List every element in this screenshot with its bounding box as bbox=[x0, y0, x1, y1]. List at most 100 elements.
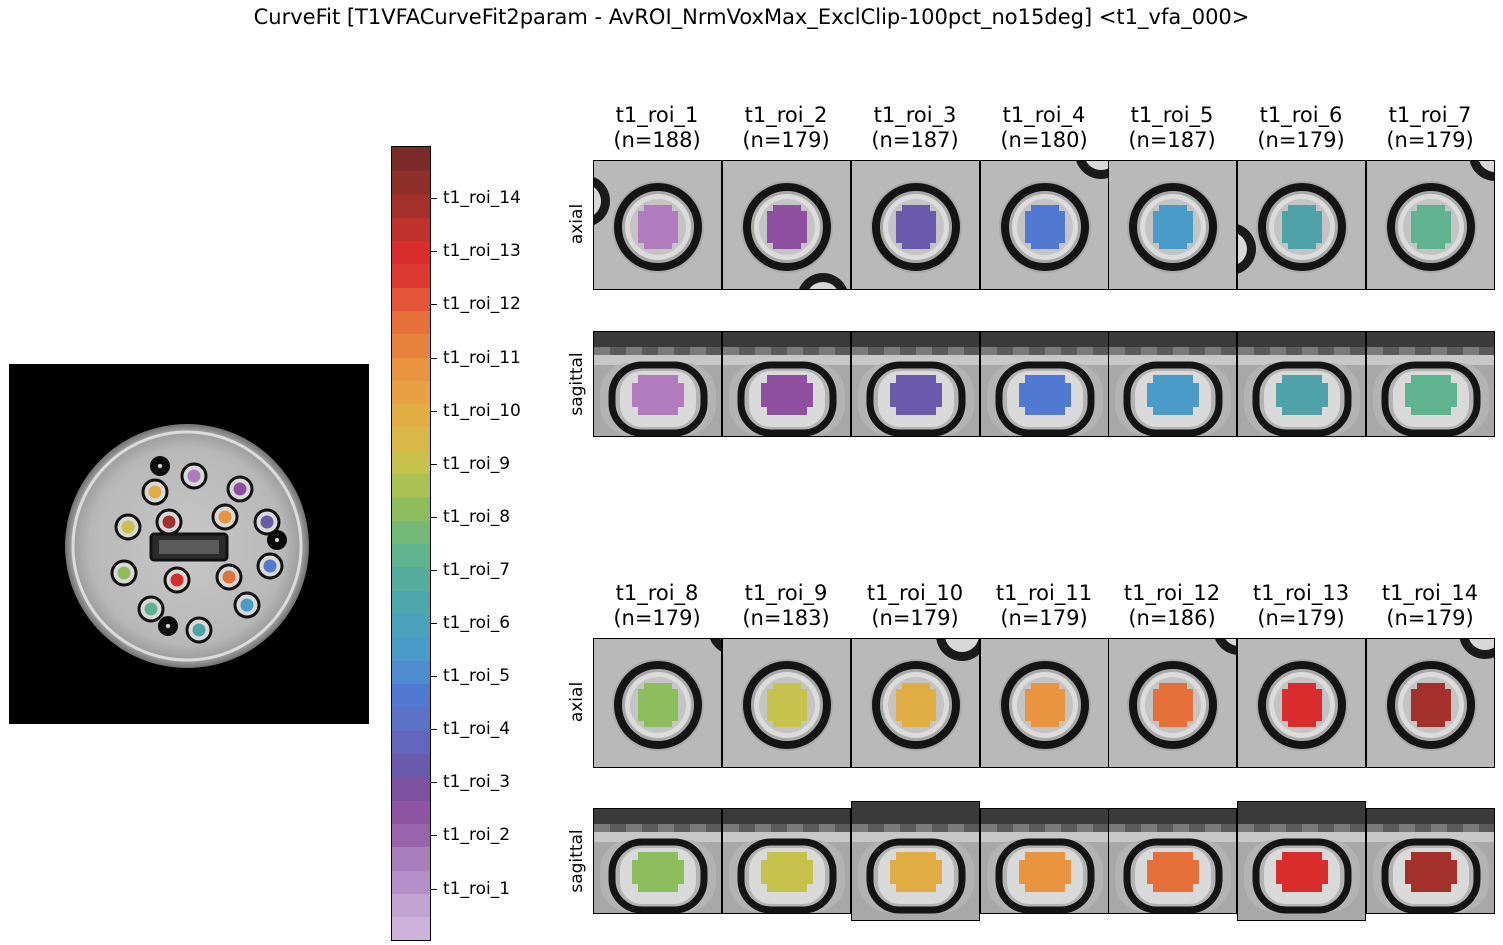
roi-column-title: t1_roi_11 (n=179) bbox=[980, 581, 1108, 631]
roi-mask bbox=[638, 683, 678, 727]
colorbar-segment bbox=[392, 310, 430, 335]
roi-mask bbox=[632, 852, 684, 892]
colorbar-tick-label: t1_roi_10 bbox=[443, 400, 521, 421]
roi-voxel-count: (n=183) bbox=[742, 606, 830, 630]
roi-name: t1_roi_13 bbox=[1252, 581, 1350, 605]
axial-thumbnail bbox=[980, 160, 1109, 290]
sagittal-thumbnail bbox=[1108, 331, 1237, 437]
row-label-sagittal: sagittal bbox=[567, 320, 587, 448]
neighbour-vial bbox=[594, 177, 610, 225]
phantom-roi-fill bbox=[192, 623, 206, 637]
axial-thumbnail bbox=[593, 638, 722, 768]
phantom-roi-fill bbox=[260, 515, 274, 529]
axial-thumbnail bbox=[851, 160, 980, 290]
axial-thumbnail bbox=[1366, 638, 1495, 768]
sagittal-cap bbox=[594, 832, 721, 842]
sagittal-cap bbox=[723, 832, 850, 842]
roi-mask bbox=[761, 852, 813, 892]
roi-mask bbox=[761, 375, 813, 415]
phantom-fiducial-center bbox=[158, 464, 162, 468]
neighbour-vial-core bbox=[594, 187, 601, 215]
colorbar-segment bbox=[392, 147, 430, 171]
colorbar-segment bbox=[392, 916, 430, 940]
roi-mask bbox=[1276, 852, 1328, 892]
sagittal-cap bbox=[1367, 832, 1494, 842]
roi-name: t1_roi_8 bbox=[615, 581, 699, 605]
colorbar-tick bbox=[431, 198, 437, 200]
phantom-center-slot-inner bbox=[159, 540, 219, 554]
colorbar-tick-label: t1_roi_9 bbox=[443, 453, 511, 474]
roi-voxel-count: (n=179) bbox=[871, 606, 959, 630]
neighbour-vial-core bbox=[720, 639, 721, 640]
sagittal-vial-wall bbox=[608, 838, 708, 913]
roi-name: t1_roi_14 bbox=[1381, 581, 1479, 605]
colorbar-tick bbox=[431, 888, 437, 890]
sagittal-thumbnail bbox=[851, 801, 980, 921]
sagittal-vial-wall bbox=[1123, 838, 1223, 913]
vial-wall bbox=[743, 661, 831, 749]
colorbar-segment bbox=[392, 426, 430, 451]
sagittal-vial-wall bbox=[1381, 361, 1481, 436]
colorbar-segment bbox=[392, 286, 430, 311]
colorbar-segment bbox=[392, 240, 430, 265]
roi-mask bbox=[1405, 375, 1457, 415]
colorbar-tick bbox=[431, 463, 437, 465]
phantom-roi-fill bbox=[117, 566, 131, 580]
sagittal-vial-wall bbox=[737, 361, 837, 436]
colorbar-segment bbox=[392, 543, 430, 568]
roi-mask bbox=[890, 375, 942, 415]
roi-voxel-count: (n=179) bbox=[742, 128, 830, 152]
axial-thumbnail bbox=[980, 638, 1109, 768]
roi-column-title: t1_roi_9 (n=183) bbox=[722, 581, 850, 631]
colorbar-tick-label: t1_roi_12 bbox=[443, 294, 521, 315]
roi-mask bbox=[896, 683, 936, 727]
colorbar-tick bbox=[431, 729, 437, 731]
roi-name: t1_roi_12 bbox=[1123, 581, 1221, 605]
colorbar-tick-label: t1_roi_14 bbox=[443, 188, 521, 209]
roi-column-title: t1_roi_5 (n=187) bbox=[1108, 103, 1236, 153]
sagittal-thumbnail bbox=[593, 331, 722, 437]
figure-title: CurveFit [T1VFACurveFit2param - AvROI_Nr… bbox=[253, 5, 1250, 29]
colorbar-tick-label: t1_roi_4 bbox=[443, 719, 511, 740]
axial-thumbnail bbox=[722, 638, 851, 768]
sagittal-cap bbox=[1367, 355, 1494, 365]
neighbour-vial-core bbox=[945, 639, 979, 652]
sagittal-cap bbox=[1109, 355, 1236, 365]
neighbour-vial-core bbox=[1225, 639, 1236, 646]
sagittal-cap bbox=[1238, 832, 1365, 842]
axial-thumbnail bbox=[851, 638, 980, 768]
sagittal-thumbnail bbox=[980, 808, 1109, 914]
vial-wall bbox=[872, 183, 960, 271]
vial-wall bbox=[1129, 183, 1217, 271]
colorbar-segment bbox=[392, 403, 430, 428]
roi-mask bbox=[1411, 205, 1451, 249]
colorbar-segment bbox=[392, 520, 430, 545]
roi-voxel-count: (n=179) bbox=[1257, 606, 1345, 630]
neighbour-vial-core bbox=[1479, 161, 1494, 172]
colorbar-segment bbox=[392, 660, 430, 685]
roi-mask bbox=[1147, 852, 1199, 892]
colorbar-tick bbox=[431, 569, 437, 571]
roi-mask bbox=[632, 375, 684, 415]
colorbar-tick bbox=[431, 835, 437, 837]
axial-thumbnail bbox=[1366, 160, 1495, 290]
neighbour-vial bbox=[710, 639, 721, 652]
colorbar-segment bbox=[392, 263, 430, 288]
row-label-axial-text: axial bbox=[567, 203, 587, 245]
neighbour-vial-core bbox=[809, 282, 837, 289]
phantom-roi-fill bbox=[233, 482, 247, 496]
colorbar-tick bbox=[431, 623, 437, 624]
roi-voxel-count: (n=179) bbox=[613, 606, 701, 630]
roi-mask bbox=[638, 205, 678, 249]
sagittal-cap bbox=[981, 355, 1108, 365]
sagittal-thumbnail bbox=[1366, 331, 1495, 437]
sagittal-vial-wall bbox=[737, 838, 837, 913]
phantom-roi-fill bbox=[162, 515, 176, 529]
phantom-roi-fill bbox=[222, 570, 236, 584]
sagittal-cap bbox=[852, 832, 979, 842]
colorbar bbox=[391, 146, 431, 941]
roi-mask bbox=[1405, 852, 1457, 892]
colorbar-tick bbox=[431, 251, 437, 253]
colorbar-segment bbox=[392, 800, 430, 824]
vial-wall bbox=[614, 661, 702, 749]
